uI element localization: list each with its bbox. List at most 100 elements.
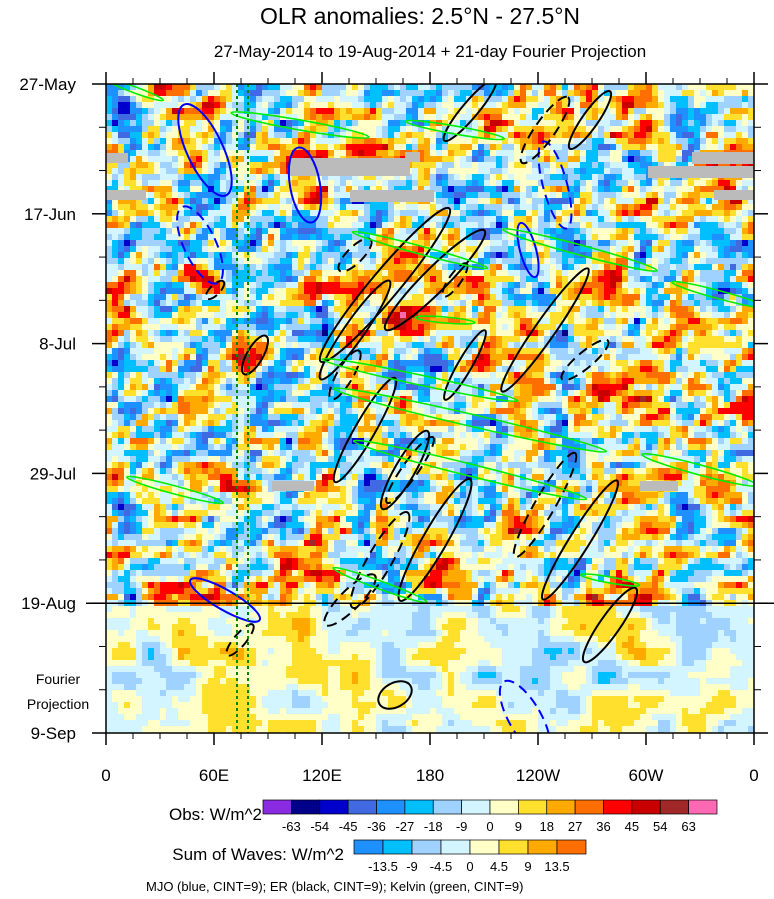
missing-data-patch: [405, 152, 420, 162]
colorbar-swatch: [527, 839, 558, 855]
colorbar-tick-label: -13.5: [368, 859, 398, 874]
kelvin-contour: [332, 387, 608, 453]
colorbar-swatch: [688, 799, 718, 815]
colorbar-tick-label: -9: [456, 819, 468, 834]
x-tick-label: 0: [101, 766, 110, 785]
missing-data-patch: [714, 190, 754, 200]
missing-data-patch: [106, 190, 146, 200]
colorbar-swatch: [556, 839, 587, 855]
kelvin-contour: [332, 566, 428, 604]
colorbar-swatch: [469, 839, 500, 855]
colorbar-tick-label: -45: [339, 819, 358, 834]
colorbar-tick-label: 0: [466, 859, 473, 874]
mjo-contour: [537, 140, 573, 230]
colorbar-tick-label: -27: [395, 819, 414, 834]
colorbar-swatch: [498, 839, 529, 855]
colorbar-tick-label: -18: [424, 819, 443, 834]
colorbar-swatch: [518, 799, 548, 815]
colorbar-swatch: [382, 839, 413, 855]
chart-title: OLR anomalies: 2.5°N - 27.5°N: [260, 3, 580, 29]
er-contour: [443, 329, 487, 401]
colorbar-tick-label: 0: [486, 819, 493, 834]
colorbar-tick-label: 36: [596, 819, 610, 834]
waves-colorbar-label: Sum of Waves: W/m^2: [172, 845, 344, 864]
colorbar-swatch: [411, 839, 442, 855]
missing-data-patch: [640, 481, 678, 491]
mjo-contour: [176, 205, 224, 285]
mjo-contour: [189, 577, 261, 623]
x-tick-label: 60E: [199, 766, 229, 785]
er-contour: [328, 349, 362, 401]
mjo-contour: [177, 103, 233, 197]
er-contour: [332, 376, 398, 484]
colorbar-tick-label: 9: [524, 859, 531, 874]
contour-legend: MJO (blue, CINT=9); ER (black, CINT=9); …: [146, 879, 523, 894]
mjo-contour: [287, 146, 323, 224]
kelvin-contour: [351, 230, 489, 270]
er-contour: [512, 451, 578, 559]
missing-data-patch: [350, 190, 434, 202]
missing-data-patch: [692, 152, 754, 164]
er-contour: [581, 586, 639, 664]
colorbar-tick-label: -36: [367, 819, 386, 834]
y-tick-label: 29-Jul: [30, 464, 76, 483]
kelvin-contour: [321, 357, 519, 403]
y-tick-label: 19-Aug: [21, 594, 76, 613]
obs-colorbar-label: Obs: W/m^2: [169, 805, 262, 824]
colorbar-swatch: [440, 839, 471, 855]
er-contour: [397, 478, 473, 602]
y-tick-label: 8-Jul: [39, 335, 76, 354]
er-contour: [500, 267, 590, 393]
missing-data-patch: [106, 153, 128, 163]
kelvin-contour: [125, 475, 225, 505]
colorbar-swatch: [574, 799, 604, 815]
x-tick-label: 180: [416, 766, 444, 785]
colorbar-swatch: [291, 799, 321, 815]
er-contour: [519, 95, 571, 165]
kelvin-contour: [414, 315, 476, 325]
colorbar-tick-label: 63: [681, 819, 695, 834]
colorbar-tick-label: 27: [568, 819, 582, 834]
er-contour: [377, 680, 413, 710]
colorbar-tick-label: 4.5: [490, 859, 508, 874]
colorbar-tick-label: -54: [310, 819, 329, 834]
y-tick-label: 17-Jun: [24, 205, 76, 224]
kelvin-contour: [670, 280, 754, 310]
colorbar-swatch: [489, 799, 519, 815]
er-contour: [204, 279, 226, 301]
colorbar-swatch: [461, 799, 491, 815]
colorbar-tick-label: 18: [540, 819, 554, 834]
er-contour: [540, 479, 620, 601]
colorbar-swatch: [376, 799, 406, 815]
kelvin-contour: [230, 111, 370, 139]
x-tick-label: 120W: [516, 766, 560, 785]
colorbar-swatch: [319, 799, 349, 815]
colorbar-swatch: [659, 799, 689, 815]
y-tick-label: 9-Sep: [31, 724, 76, 743]
mjo-contour: [498, 679, 552, 733]
colorbar-swatch: [404, 799, 434, 815]
kelvin-contour: [641, 452, 754, 488]
colorbar-swatch: [262, 799, 292, 815]
missing-data-patch: [290, 158, 410, 176]
chart-subtitle: 27-May-2014 to 19-Aug-2014 + 21-day Four…: [214, 42, 646, 61]
colorbar-tick-label: -63: [282, 819, 301, 834]
colorbar-swatch: [631, 799, 661, 815]
er-contour: [379, 429, 431, 511]
er-contour: [441, 262, 469, 298]
er-contour: [318, 206, 452, 364]
missing-data-patch: [272, 481, 314, 491]
kelvin-contour: [501, 227, 659, 273]
wave-contours: [106, 84, 754, 733]
obs-colorbar: -63 -54 -45 -36 -27 -18 -9 0 9 18 27 36 45 54 63: [262, 799, 718, 834]
colorbar-swatch: [353, 839, 384, 855]
colorbar-swatch: [432, 799, 462, 815]
er-contour: [385, 435, 435, 505]
waves-colorbar: -13.5 -9 -4.5 0 4.5 9 13.5: [353, 839, 587, 874]
x-tick-label: 0: [749, 766, 758, 785]
colorbar-swatch: [546, 799, 576, 815]
er-contour: [349, 510, 411, 610]
er-contour: [567, 89, 613, 151]
er-contour: [225, 623, 255, 657]
colorbar-swatch: [603, 799, 633, 815]
